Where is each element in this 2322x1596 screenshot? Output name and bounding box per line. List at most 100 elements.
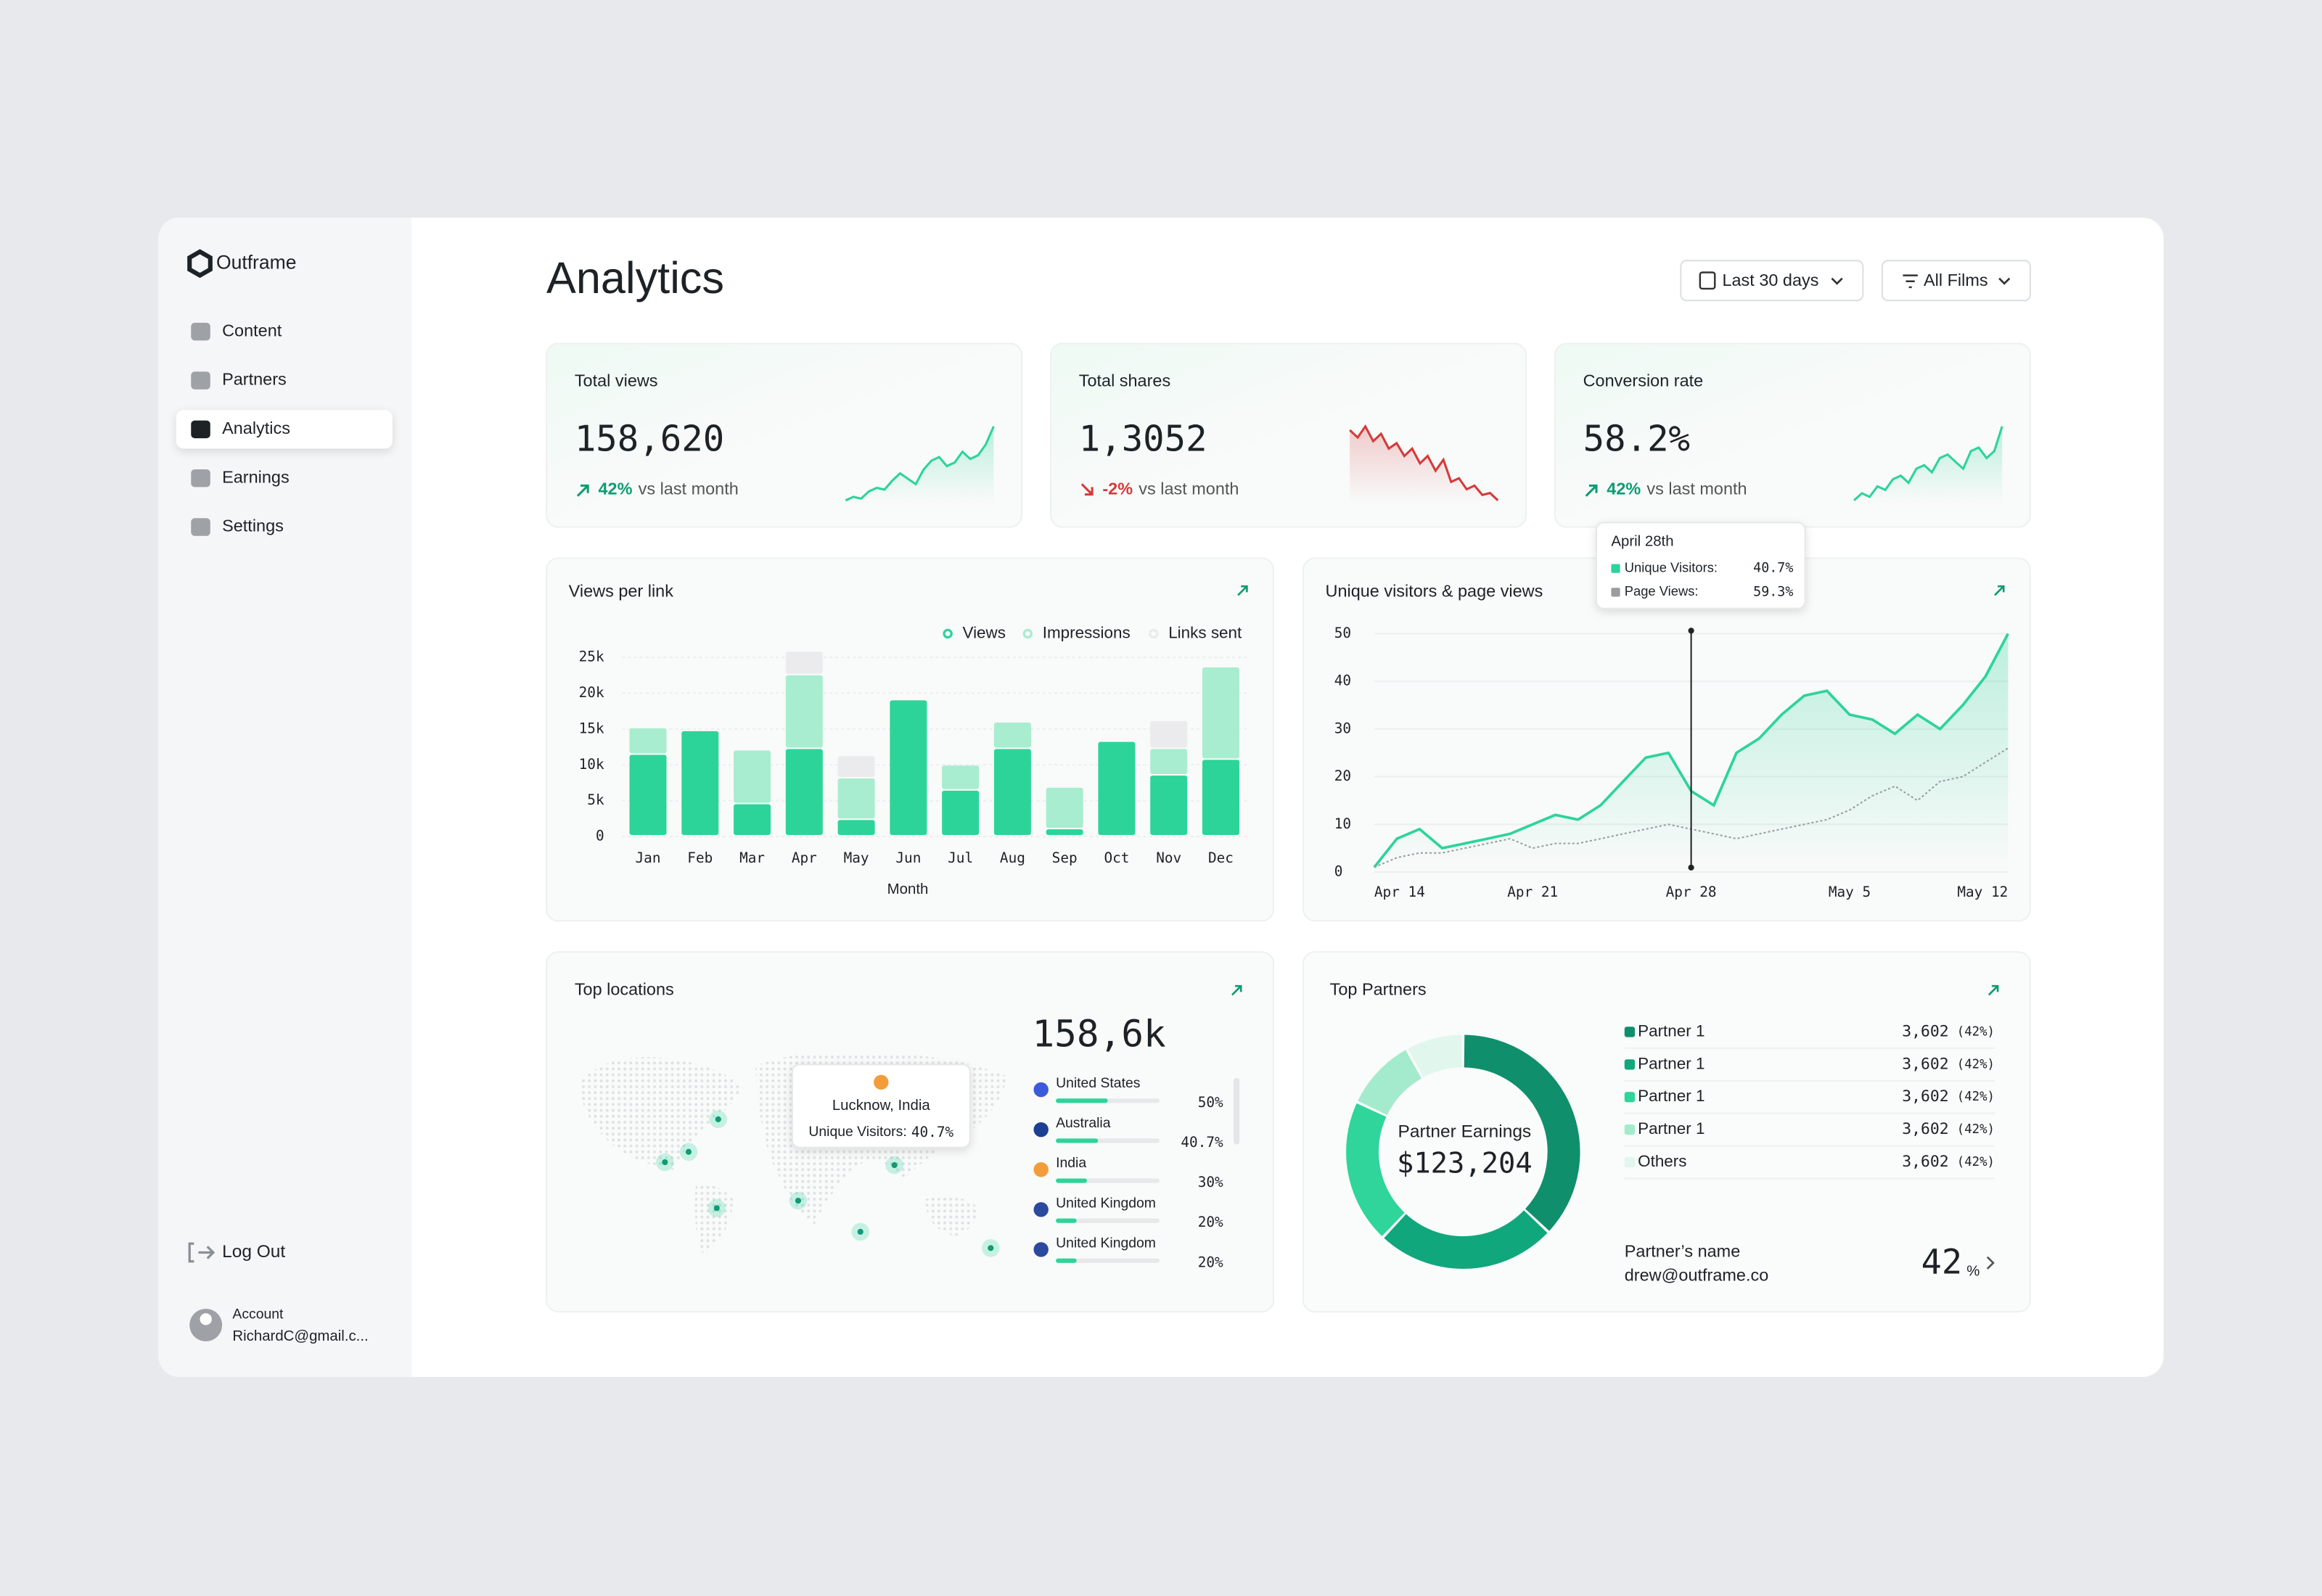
map-tooltip-value: 40.7% <box>911 1124 954 1140</box>
x-tick-label: Oct <box>1104 850 1129 866</box>
nav-icon <box>191 322 210 341</box>
film-filter-label[interactable]: All Films <box>1924 271 1988 289</box>
donut-segment <box>1464 1034 1580 1231</box>
film-filter[interactable] <box>1881 260 2031 302</box>
partner-value: 3,602 <box>1902 1022 1948 1040</box>
date-filter-label[interactable]: Last 30 days <box>1722 271 1818 289</box>
partner-pct: (42%) <box>1957 1024 1995 1039</box>
x-tick-label: Mar <box>739 850 765 866</box>
expand-icon[interactable] <box>1987 984 1999 996</box>
y-tick-label: 25k <box>579 649 604 665</box>
x-tick-label: May 5 <box>1829 884 1871 900</box>
chevron[interactable] <box>1986 1256 1995 1270</box>
map-marker[interactable] <box>891 1162 898 1169</box>
country-percent: 50% <box>1198 1094 1223 1111</box>
x-tick-label: Apr 14 <box>1374 884 1425 900</box>
y-tick-label: 50 <box>1334 625 1351 641</box>
flag <box>874 1074 889 1090</box>
logout[interactable]: Log Out <box>222 1242 285 1262</box>
map-marker[interactable] <box>662 1159 668 1166</box>
partner-value: 3,602 <box>1902 1055 1948 1073</box>
sparkline <box>1349 424 1499 501</box>
nav-item[interactable]: Earnings <box>222 467 290 486</box>
bar-segment <box>734 804 771 836</box>
map-marker[interactable] <box>713 1205 720 1212</box>
nav-icon <box>191 420 210 439</box>
country-bar <box>1056 1178 1087 1183</box>
y-tick-label: 15k <box>579 720 604 736</box>
tooltip-swatch <box>1611 588 1620 597</box>
flag <box>1033 1202 1049 1217</box>
expand-icon[interactable] <box>1994 585 2005 596</box>
legend-label: Views <box>963 623 1006 641</box>
sparkline <box>1853 426 2003 501</box>
locations-title: Top locations <box>575 980 674 999</box>
legend-swatch <box>1624 1092 1636 1103</box>
legend-swatch <box>1624 1124 1636 1135</box>
expand-icon[interactable] <box>1231 984 1242 996</box>
bar-segment <box>629 728 667 754</box>
map-marker[interactable] <box>685 1148 692 1155</box>
bar-segment <box>1202 667 1239 759</box>
y-tick-label: 20k <box>579 684 604 701</box>
bar-segment <box>1202 760 1239 836</box>
bar-segment <box>1150 749 1188 775</box>
x-tick-label: Apr 28 <box>1666 884 1717 900</box>
country-name: India <box>1056 1155 1086 1171</box>
country-name: United Kingdom <box>1056 1235 1156 1251</box>
x-tick-label: Feb <box>687 850 713 866</box>
x-tick-label: May <box>844 850 869 866</box>
tooltip-value: 59.3% <box>1753 584 1793 599</box>
page-title: Analytics <box>546 253 724 303</box>
country-bar <box>1056 1098 1108 1103</box>
kpi-change: -2% vs last month <box>1102 480 1239 498</box>
nav-item[interactable]: Analytics <box>222 419 290 437</box>
bar-title: Views per link <box>569 582 674 601</box>
country-bar <box>1056 1138 1099 1143</box>
logo <box>187 249 213 279</box>
flag <box>1033 1162 1049 1177</box>
kpi-value: 1,3052 <box>1079 419 1207 460</box>
kpi-label: Total views <box>575 371 658 390</box>
x-tick-label: Nov <box>1156 850 1181 866</box>
date-filter[interactable] <box>1680 260 1864 302</box>
account-email[interactable]: RichardC@gmail.c... <box>232 1328 368 1344</box>
bar-segment <box>1150 776 1188 836</box>
bar-segment <box>785 651 823 674</box>
nav-item[interactable]: Content <box>222 321 282 340</box>
bar-segment <box>837 778 875 819</box>
country-percent: 40.7% <box>1181 1134 1223 1151</box>
expand-icon[interactable] <box>1237 585 1248 596</box>
scrollbar <box>1234 1077 1240 1145</box>
y-tick-label: 40 <box>1334 672 1351 689</box>
partner-value: 3,602 <box>1902 1153 1948 1171</box>
avatar-head <box>200 1313 212 1325</box>
sparkline-area <box>1854 426 2003 503</box>
map-marker[interactable] <box>988 1245 994 1251</box>
map-marker[interactable] <box>795 1198 802 1204</box>
brand: Outframe <box>216 251 297 273</box>
country-name: Australia <box>1056 1115 1111 1131</box>
tooltip-swatch <box>1611 564 1620 573</box>
bar-segment <box>837 820 875 836</box>
bar-segment <box>1046 787 1083 828</box>
sparkline-area <box>845 426 994 503</box>
nav-item[interactable]: Settings <box>222 517 284 535</box>
legend-label: Links sent <box>1168 623 1242 641</box>
map-marker[interactable] <box>857 1228 863 1235</box>
partners-title: Top Partners <box>1330 980 1427 999</box>
donut-segment <box>1358 1050 1422 1116</box>
bar-segment <box>785 749 823 836</box>
map-marker[interactable] <box>715 1116 721 1122</box>
tooltip <box>1595 522 1806 609</box>
y-tick-label: 10k <box>579 756 604 773</box>
partner-pct: (42%) <box>1957 1090 1995 1104</box>
donut-value: $123,204 <box>1397 1148 1533 1180</box>
nav-item[interactable]: Partners <box>222 370 287 389</box>
kpi-label: Total shares <box>1079 371 1170 390</box>
country-name: United Kingdom <box>1056 1195 1156 1211</box>
partner-pct: (42%) <box>1957 1155 1995 1169</box>
partner-pct: (42%) <box>1957 1057 1995 1071</box>
donut-segment <box>1346 1103 1406 1236</box>
